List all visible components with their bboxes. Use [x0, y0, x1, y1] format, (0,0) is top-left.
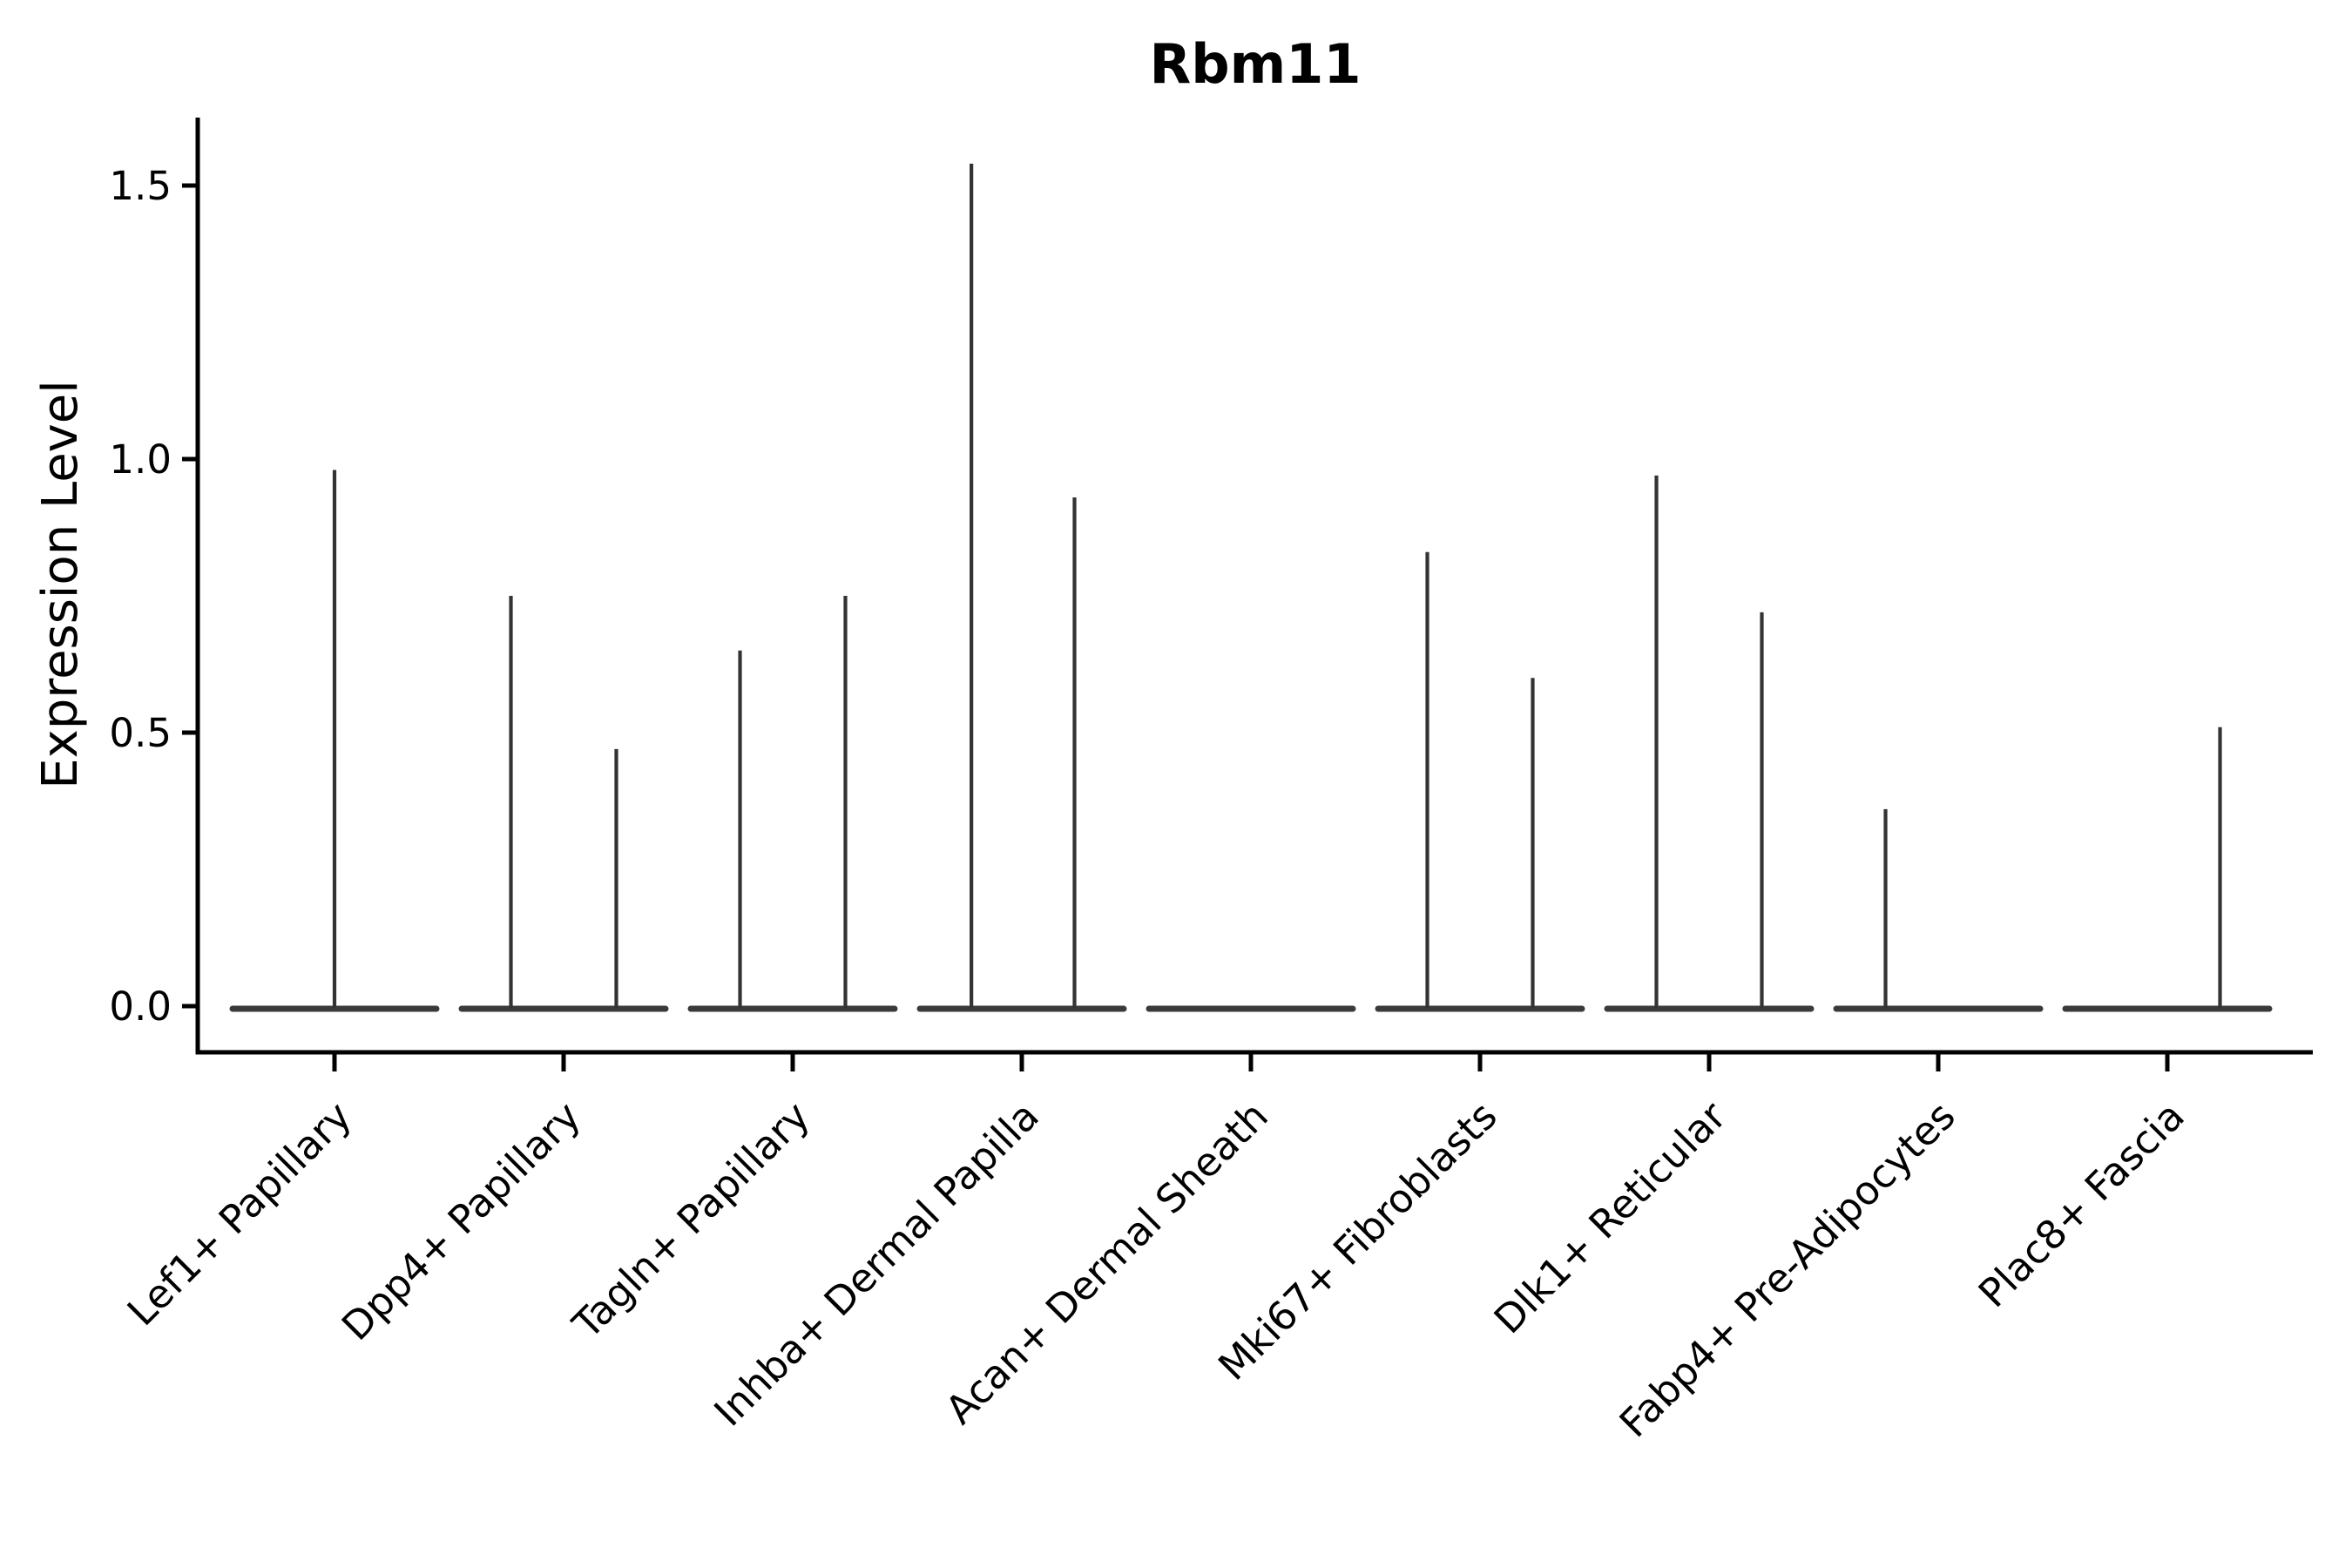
x-tick-label: Lef1+ Papillary	[118, 1092, 361, 1335]
x-tick-label: Plac8+ Fascia	[1970, 1092, 2193, 1316]
y-tick-label: 0.5	[109, 710, 172, 756]
violin	[1375, 551, 1585, 1012]
y-tick-label: 1.0	[109, 436, 172, 483]
violins	[229, 163, 2273, 1012]
violin	[916, 163, 1127, 1012]
violin	[1833, 808, 2044, 1012]
y-axis-label: Expression Level	[32, 380, 89, 789]
y-tick-label: 0.0	[109, 983, 172, 1030]
y-ticks: 0.0 0.5 1.0 1.5	[109, 163, 198, 1030]
x-tick-label: Dpp4+ Papillary	[333, 1092, 590, 1349]
violin	[458, 596, 669, 1012]
violin	[229, 470, 440, 1012]
y-tick-label: 1.5	[109, 163, 172, 209]
x-tick-label: Tagln+ Papillary	[564, 1092, 819, 1348]
chart-title: Rbm11	[1149, 32, 1361, 96]
violin	[687, 596, 898, 1012]
x-tick-label: Dlk1+ Reticular	[1485, 1092, 1735, 1342]
violin	[2062, 727, 2273, 1012]
violin	[1604, 475, 1815, 1012]
